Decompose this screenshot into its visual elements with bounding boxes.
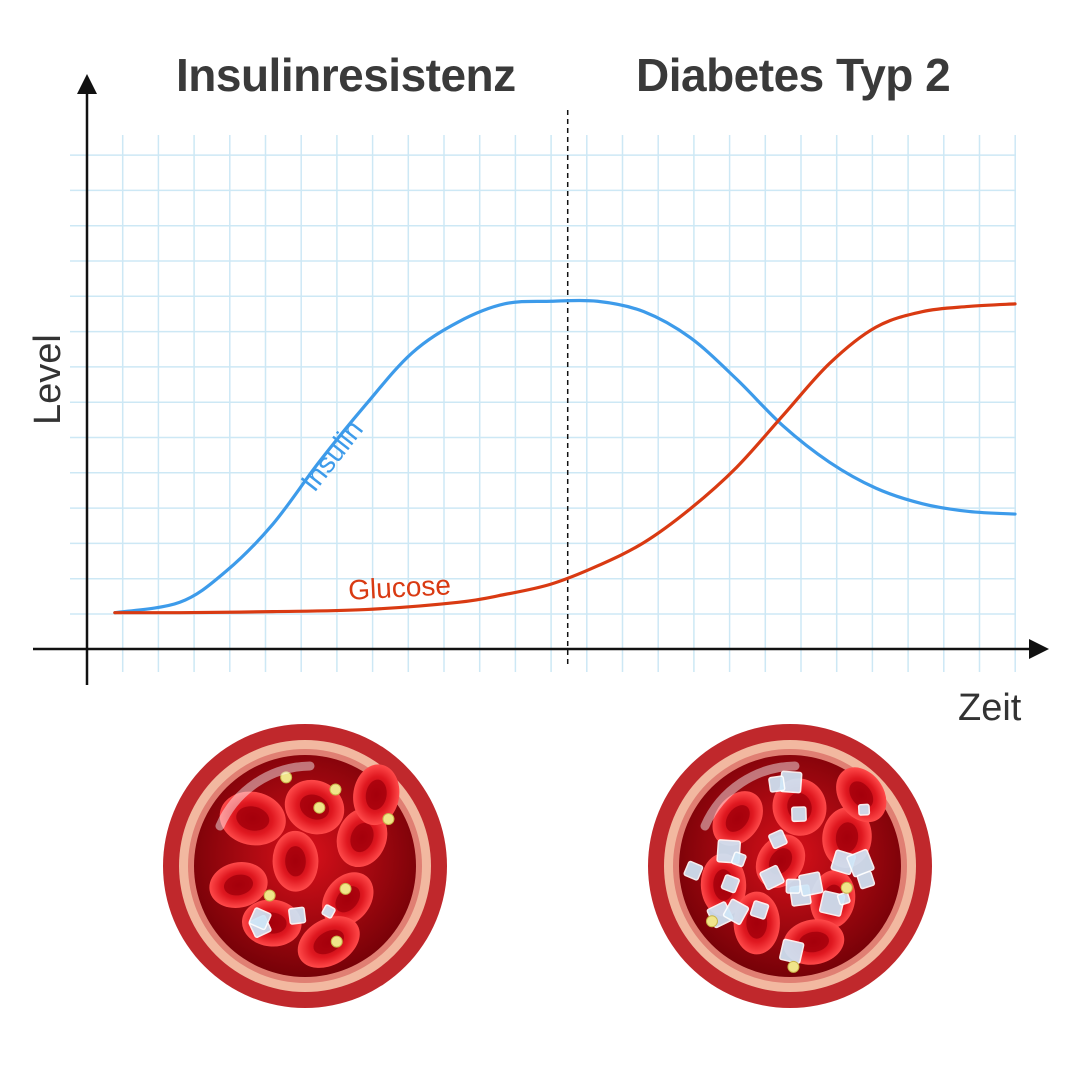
insulin-dot: [330, 935, 343, 948]
glucose-crystal: [768, 829, 788, 850]
insulin-dot: [705, 915, 718, 928]
red-blood-cell: [272, 830, 319, 892]
glucose-crystal: [768, 775, 786, 793]
glucose-crystal: [248, 907, 272, 931]
glucose-crystal: [857, 803, 871, 816]
glucose-crystal: [720, 874, 740, 894]
insulin-dot: [382, 813, 395, 826]
blood-vessel-left: [163, 724, 447, 1008]
red-blood-cell: [219, 791, 286, 846]
glucose-crystal: [321, 904, 336, 919]
glucose-crystal: [749, 900, 770, 920]
vessel-highlight: [700, 761, 800, 831]
red-blood-cell: [712, 791, 763, 846]
red-blood-cell-center: [835, 822, 859, 853]
glucose-crystal: [759, 864, 785, 891]
vessel-highlight: [215, 761, 315, 831]
insulin-dot: [339, 882, 352, 895]
glucose-crystal: [730, 851, 747, 868]
series-label-insulin: Insulin: [295, 414, 369, 497]
glucose-crystal: [683, 860, 704, 881]
grid: [70, 135, 1016, 672]
insulin-dot: [313, 801, 326, 814]
red-blood-cell-center: [798, 931, 829, 953]
glucose-crystal: [288, 906, 307, 925]
red-blood-cell: [836, 767, 887, 823]
phase-title-diabetes-typ-2: Diabetes Typ 2: [636, 49, 951, 101]
red-blood-cell-center: [365, 779, 387, 810]
series-label-glucose: Glucose: [347, 569, 451, 605]
x-axis-label: Zeit: [958, 687, 1022, 729]
insulin-dot: [787, 960, 800, 973]
red-blood-cell-center: [285, 846, 306, 877]
glucose-crystal: [798, 871, 824, 897]
y-axis-label: Level: [27, 334, 69, 425]
red-blood-cell-center: [236, 806, 270, 831]
insulin-dot: [280, 771, 293, 784]
glucose-crystal: [846, 848, 875, 878]
red-blood-cell-center: [223, 874, 254, 896]
glucose-crystal: [836, 891, 851, 906]
red-blood-cell: [209, 862, 268, 908]
red-blood-cell-center: [350, 822, 374, 853]
red-blood-cell: [353, 764, 400, 826]
glucose-crystal: [779, 938, 805, 964]
insulin-dot: [263, 889, 276, 902]
series-line-insulin: [113, 298, 1017, 615]
red-blood-cell-center: [849, 781, 874, 809]
series-layer: Insulin Glucose: [113, 298, 1017, 615]
insulin-dot: [329, 783, 342, 796]
glucose-crystal: [785, 878, 801, 894]
red-blood-cell-center: [725, 805, 750, 832]
glucose-crystal: [791, 806, 807, 823]
blood-vessel-right: [648, 724, 932, 1008]
insulin-dot: [840, 881, 853, 894]
glucose-crystal: [722, 898, 750, 925]
series-line-glucose: [113, 302, 1017, 615]
phase-title-insulinresistenz: Insulinresistenz: [176, 49, 516, 101]
